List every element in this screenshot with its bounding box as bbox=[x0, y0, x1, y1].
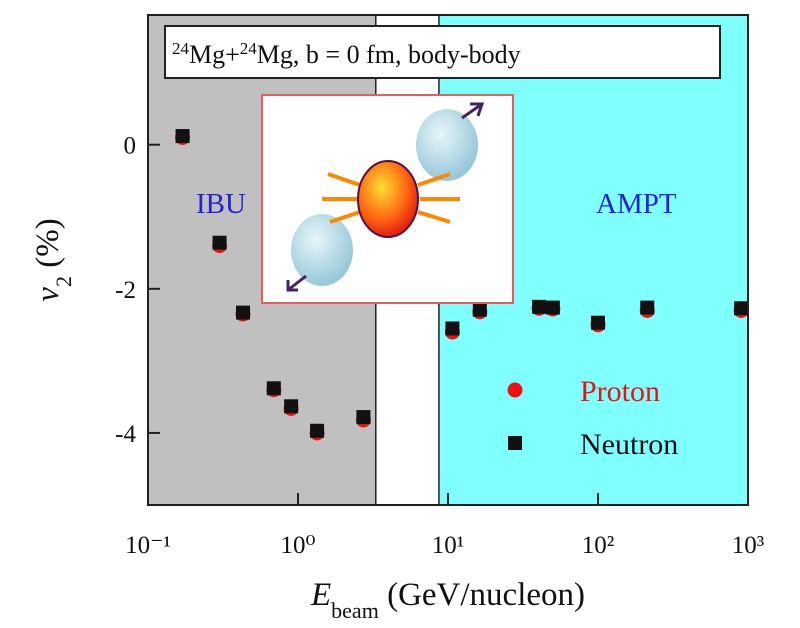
legend-label: Proton bbox=[580, 375, 660, 408]
marker bbox=[532, 299, 547, 314]
legend-label: Neutron bbox=[580, 428, 678, 461]
marker bbox=[507, 382, 523, 398]
marker bbox=[591, 315, 605, 330]
x-tick-label: 10¹ bbox=[432, 532, 465, 559]
marker bbox=[734, 301, 749, 316]
inset bbox=[261, 94, 514, 304]
y-tick-label: -4 bbox=[115, 421, 136, 448]
x-axis-label: Ebeam (GeV/nucleon) bbox=[310, 577, 585, 623]
region-label: IBU bbox=[196, 188, 246, 220]
marker bbox=[310, 423, 325, 438]
marker bbox=[284, 399, 299, 414]
annotation: 24Mg+24Mg, b = 0 fm, body-body bbox=[172, 39, 521, 70]
marker bbox=[212, 235, 227, 250]
y-tick-label: 0 bbox=[124, 133, 137, 160]
x-tick-label: 10³ bbox=[732, 532, 765, 559]
marker bbox=[236, 305, 251, 320]
x-tick-label: 10⁻¹ bbox=[125, 532, 171, 559]
marker bbox=[266, 381, 281, 396]
x-tick-label: 10⁰ bbox=[280, 532, 315, 559]
y-tick-label: -2 bbox=[115, 277, 136, 304]
annotation-box bbox=[164, 25, 721, 79]
marker bbox=[445, 321, 460, 336]
marker bbox=[472, 302, 487, 317]
marker bbox=[640, 300, 655, 315]
region-label: AMPT bbox=[596, 188, 677, 220]
marker bbox=[356, 410, 371, 425]
marker bbox=[508, 436, 522, 450]
marker bbox=[175, 129, 190, 144]
y-axis-label: v2 (%) bbox=[30, 218, 76, 301]
x-tick-label: 10² bbox=[582, 532, 615, 559]
marker bbox=[545, 300, 560, 315]
